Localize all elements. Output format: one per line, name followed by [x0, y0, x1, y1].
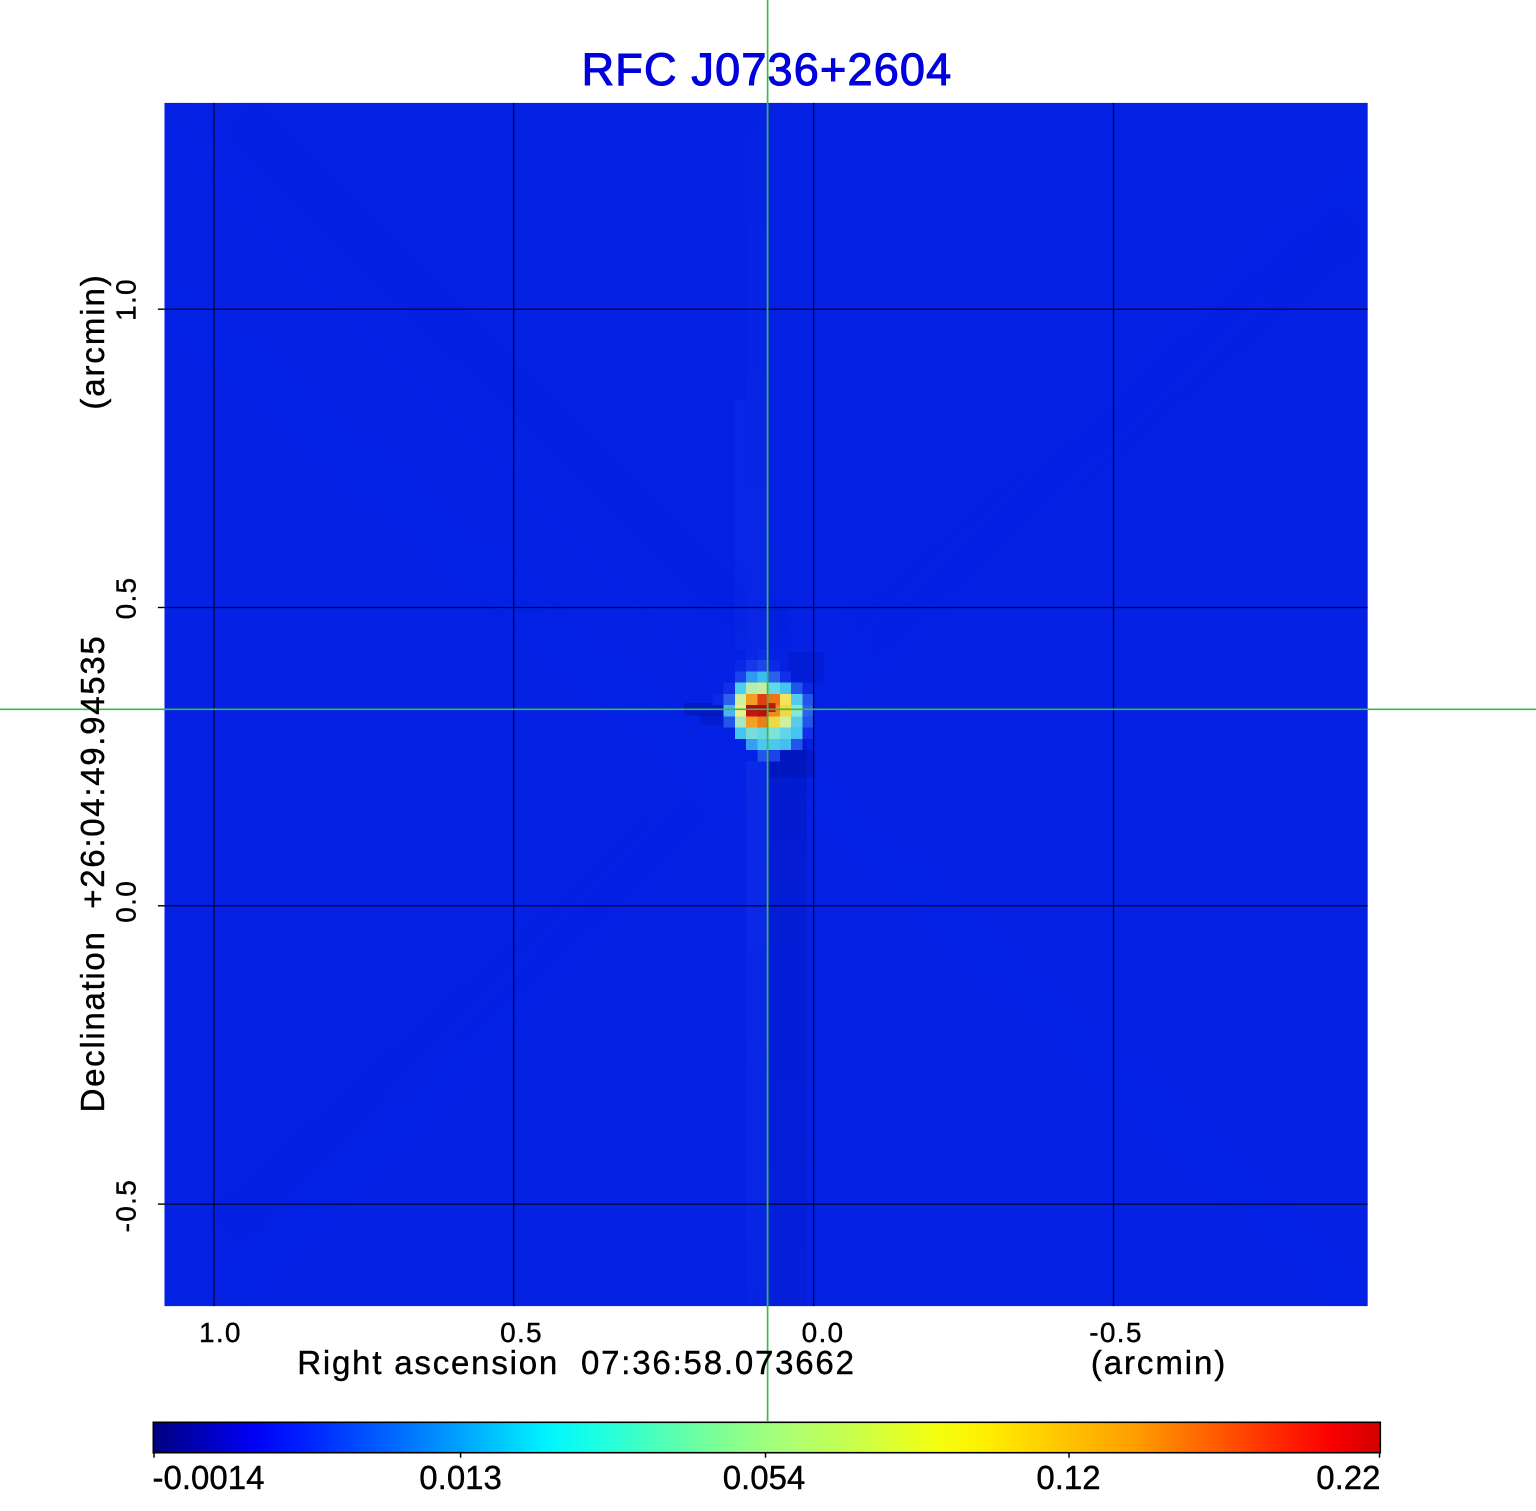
- svg-text:0.5: 0.5: [111, 577, 142, 620]
- svg-text:0.22: 0.22: [1316, 1459, 1380, 1496]
- svg-text:(arcmin): (arcmin): [1091, 1344, 1227, 1381]
- svg-text:0.0: 0.0: [111, 880, 142, 923]
- svg-text:1.0: 1.0: [199, 1317, 242, 1348]
- svg-text:0.013: 0.013: [419, 1459, 502, 1496]
- svg-text:Declination +26:04:49.94535: Declination +26:04:49.94535: [74, 635, 111, 1113]
- svg-text:(arcmin): (arcmin): [74, 273, 111, 409]
- svg-text:0.12: 0.12: [1036, 1459, 1100, 1496]
- svg-text:-0.5: -0.5: [111, 1179, 142, 1232]
- svg-text:0.0: 0.0: [802, 1317, 845, 1348]
- svg-text:Right ascension 07:36:58.0736: Right ascension 07:36:58.073662: [297, 1344, 855, 1381]
- svg-text:-0.5: -0.5: [1089, 1317, 1142, 1348]
- svg-text:1.0: 1.0: [111, 278, 142, 321]
- svg-text:RFC J0736+2604: RFC J0736+2604: [582, 44, 953, 95]
- svg-text:-0.0014: -0.0014: [153, 1459, 265, 1496]
- svg-text:0.054: 0.054: [723, 1459, 806, 1496]
- svg-text:0.5: 0.5: [500, 1317, 543, 1348]
